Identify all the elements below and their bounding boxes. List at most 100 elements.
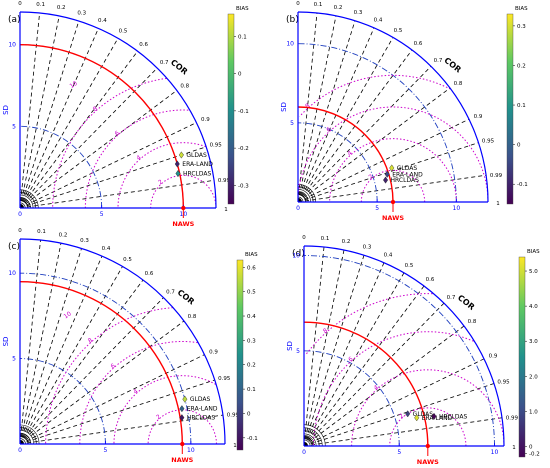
reference-sd-arc: [303, 321, 429, 447]
cor-line: [19, 67, 158, 209]
rmsd-arc: [360, 169, 426, 203]
cor-line: [19, 122, 197, 209]
cor-tick-label: 0.99: [506, 415, 519, 421]
rmsd-label: 8: [322, 327, 329, 335]
panel-label: (a): [8, 15, 21, 25]
reference-label: NAWS: [172, 220, 194, 228]
origin-arc: [19, 194, 34, 209]
data-point-label: HRCLDAS: [391, 177, 420, 184]
reference-label: NAWS: [171, 456, 193, 464]
cor-line: [19, 248, 82, 445]
rmsd-label: 4: [346, 149, 353, 157]
cor-tick-label: 0.8: [454, 81, 463, 87]
data-point-hrcldas: [431, 412, 437, 420]
cor-tick-label: 0.5: [394, 28, 403, 34]
cor-tick-label: 0.6: [414, 41, 423, 47]
cor-line: [303, 285, 425, 447]
cor-tick-label: 0.6: [139, 42, 148, 48]
cor-tick-label: 1: [224, 207, 228, 213]
cor-tick-label: 1: [512, 445, 516, 451]
sd-tick-x: 5: [100, 211, 104, 218]
reference-point: [425, 443, 431, 449]
reference-label: NAWS: [417, 458, 439, 466]
cor-tick-label: 0.6: [426, 277, 435, 283]
panel-label: (d): [292, 249, 305, 259]
colorbar-tick-label: 1.0: [529, 409, 538, 415]
rmsd-arc: [297, 106, 489, 203]
colorbar-tick-label: 5.0: [529, 269, 538, 275]
cor-tick-label: 0.99: [218, 178, 231, 184]
data-point-label: HRCLDAS: [183, 171, 212, 178]
cor-tick-label: 0.95: [497, 379, 510, 385]
reference-point: [180, 441, 185, 447]
rmsd-label: 8: [87, 337, 94, 345]
colorbar-tick-label: 0.6: [247, 265, 256, 271]
colorbar-tick-label: 0: [247, 411, 251, 417]
rmsd-label: 6: [325, 126, 332, 134]
data-point-label: ERA-LAND: [392, 171, 423, 178]
cor-tick-label: 0.7: [160, 60, 169, 66]
colorbar-gradient: [227, 13, 235, 205]
sd-tick-x: 0: [18, 447, 22, 454]
cor-tick-label: 0.5: [405, 263, 414, 269]
data-point-gldas: [405, 410, 411, 418]
data-point-label: GLDAS: [397, 165, 418, 172]
sd-arc: [303, 255, 495, 447]
sd-tick-y: 5: [12, 356, 16, 363]
rmsd-label: 4: [132, 388, 139, 396]
sd-tick-y: 10: [292, 253, 300, 260]
rmsd-label: 4: [135, 154, 142, 162]
rmsd-arc: [150, 174, 217, 209]
outer-boundary: [19, 238, 226, 445]
colorbar-tick-label: 0.1: [238, 34, 247, 40]
sd-arc: [19, 358, 106, 445]
colorbar-tick-label: 2.0: [529, 374, 538, 380]
cor-tick-label: 0.3: [77, 10, 86, 16]
colorbar-tick-label: 0.4: [247, 314, 256, 320]
rmsd-label: 6: [110, 362, 117, 370]
colorbar-title: BIAS: [527, 249, 540, 255]
origin-arc: [297, 189, 311, 203]
cor-tick-label: 1: [496, 201, 500, 207]
data-point-label: HRCLDAS: [439, 413, 468, 420]
colorbar-tick-label: 0.3: [247, 338, 256, 344]
rmsd-arc: [313, 331, 474, 446]
colorbar-tick-label: -0.1: [238, 109, 249, 115]
colorbar-tick-label: 0.3: [517, 24, 526, 30]
cor-line: [303, 262, 385, 447]
data-point-label: HRCLDAS: [187, 415, 216, 422]
cor-axis-label: COR: [176, 288, 196, 307]
cor-tick-label: 0.5: [119, 29, 128, 35]
sd-arc: [297, 122, 378, 203]
data-point-hrcldas: [175, 169, 181, 178]
cor-line: [19, 146, 207, 209]
cor-tick-label: 0.7: [447, 295, 456, 301]
data-point-era-land: [174, 160, 180, 168]
cor-tick-label: 0.95: [218, 376, 231, 382]
cor-tick-label: 0.6: [145, 271, 154, 277]
cor-tick-label: 0: [302, 235, 306, 241]
data-point-era-land: [414, 414, 420, 422]
cor-line: [19, 28, 99, 209]
sd-tick-x: 5: [104, 447, 108, 454]
y-axis-label: SD: [286, 341, 294, 351]
colorbar: BIAS 5.0 4.0 3.0 2.0 1.0 0-0.2: [518, 249, 540, 458]
rmsd-label: 2: [398, 412, 405, 420]
cor-tick-label: 0.2: [334, 5, 343, 11]
reference-sd-arc: [19, 281, 183, 445]
cor-line: [303, 358, 485, 447]
rmsd-label: 2: [155, 413, 162, 421]
data-point-era-land: [179, 405, 185, 413]
cor-line: [303, 325, 465, 447]
reference-label: NAWS: [382, 214, 404, 222]
rmsd-label: 4: [373, 384, 380, 392]
cor-tick-label: 1: [233, 443, 237, 449]
colorbar-gradient: [518, 256, 526, 458]
rmsd-arc: [329, 138, 457, 203]
sd-arc: [297, 43, 457, 203]
cor-tick-label: 0.95: [210, 143, 223, 149]
cor-tick-label: 0.2: [59, 232, 68, 238]
cor-tick-label: 0.4: [98, 18, 107, 24]
rmsd-arc: [45, 307, 173, 444]
cor-tick-label: 0.2: [342, 239, 351, 245]
